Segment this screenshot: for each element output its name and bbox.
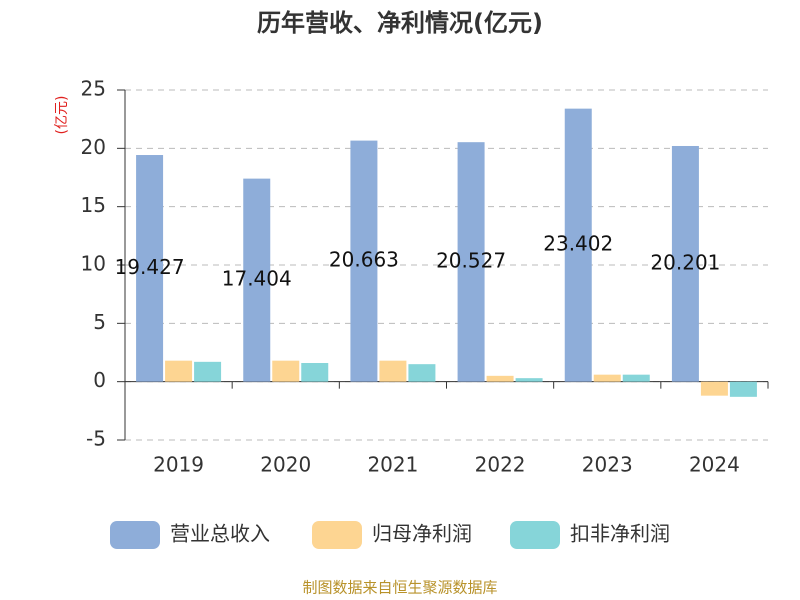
bar — [564, 108, 592, 382]
bar — [457, 142, 485, 382]
y-axis-label: (亿元) — [54, 96, 70, 135]
data-label: 17.404 — [222, 267, 292, 291]
bar — [379, 360, 407, 382]
x-tick-label: 2019 — [153, 453, 204, 477]
y-tick-label: 10 — [81, 252, 106, 276]
legend-label: 扣非净利润 — [570, 522, 670, 546]
data-label: 20.527 — [436, 248, 506, 272]
x-tick-label: 2020 — [260, 453, 311, 477]
legend-label: 归母净利润 — [372, 522, 472, 546]
bar — [593, 374, 621, 382]
bar — [486, 375, 514, 382]
bar — [301, 363, 329, 382]
legend-swatch — [312, 521, 362, 549]
data-label: 20.201 — [650, 250, 720, 274]
bar — [243, 178, 271, 382]
x-tick-label: 2024 — [689, 453, 740, 477]
bar — [515, 378, 543, 382]
y-tick-label: 20 — [81, 135, 106, 159]
bar — [136, 155, 164, 382]
source-note: 制图数据来自恒生聚源数据库 — [302, 579, 497, 597]
data-label: 20.663 — [329, 248, 399, 272]
bar — [700, 381, 728, 396]
bar — [729, 381, 757, 397]
bar — [272, 360, 300, 382]
legend-swatch — [110, 521, 160, 549]
data-label: 19.427 — [115, 255, 185, 279]
bar — [408, 364, 436, 382]
bar — [671, 145, 699, 382]
legend-swatch — [510, 521, 560, 549]
data-label: 23.402 — [543, 232, 613, 256]
x-tick-label: 2022 — [475, 453, 526, 477]
y-tick-label: 15 — [81, 193, 106, 217]
bar — [622, 374, 650, 382]
x-tick-label: 2023 — [582, 453, 633, 477]
x-tick-label: 2021 — [367, 453, 418, 477]
bar — [165, 360, 193, 382]
chart-title: 历年营收、净利情况(亿元) — [257, 9, 543, 37]
legend-label: 营业总收入 — [170, 522, 270, 546]
y-tick-label: 5 — [93, 310, 106, 334]
y-tick-label: 0 — [93, 368, 106, 392]
bar — [350, 140, 378, 382]
y-tick-label: -5 — [86, 427, 106, 451]
bar — [194, 361, 222, 382]
y-tick-label: 25 — [81, 77, 106, 101]
